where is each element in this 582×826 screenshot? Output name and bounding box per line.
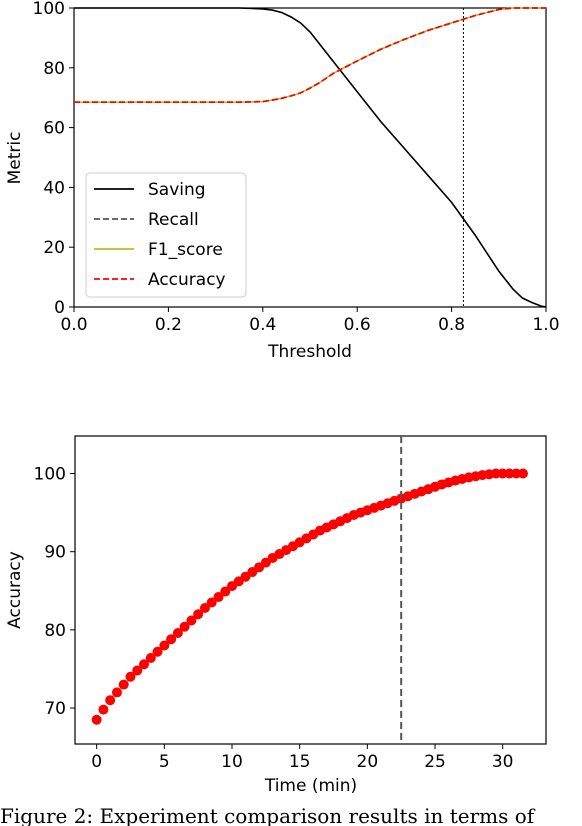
scatter-point <box>98 704 109 715</box>
chart1-y-tick-label: 0 <box>54 298 65 318</box>
scatter-point <box>166 634 177 645</box>
scatter-point <box>206 597 217 608</box>
scatter-point <box>159 640 170 651</box>
chart1-x-tick-label: 0.4 <box>249 315 276 335</box>
scatter-point <box>152 646 163 657</box>
threshold-metric-chart: 0.0 0.2 0.4 0.6 0.8 1.0 0 20 40 60 80 100 Threshol… <box>5 0 560 362</box>
chart2-y-ticks: 70 80 90 100 <box>34 465 75 719</box>
chart1-y-tick-label: 20 <box>43 238 65 258</box>
chart2-x-tick-label: 10 <box>221 752 243 772</box>
chart1-x-tick-label: 0.6 <box>344 315 371 335</box>
series-line-accuracy <box>74 7 546 103</box>
scatter-point <box>105 695 116 706</box>
legend-label-f1-score: F1_score <box>148 240 223 260</box>
chart1-y-axis-label: Metric <box>5 132 25 185</box>
scatter-point <box>111 687 122 698</box>
chart2-scatter-points <box>91 468 528 725</box>
scatter-point <box>139 659 150 670</box>
scatter-point <box>199 602 210 613</box>
chart2-x-axis-label: Time (min) <box>264 776 357 796</box>
chart1-y-tick-label: 100 <box>33 0 65 19</box>
chart1-x-axis-label: Threshold <box>267 342 352 362</box>
chart1-y-ticks: 0 20 40 60 80 100 <box>33 0 74 318</box>
chart2-y-tick-label: 70 <box>44 699 66 719</box>
chart2-y-axis-label: Accuracy <box>5 551 25 629</box>
scatter-point <box>125 671 136 682</box>
scatter-point <box>132 665 143 676</box>
figure-caption: Figure 2: Experiment comparison results … <box>0 806 535 826</box>
chart2-plot-frame <box>74 435 547 745</box>
scatter-point <box>145 653 156 664</box>
chart1-y-tick-label: 80 <box>43 59 65 79</box>
legend-label-accuracy: Accuracy <box>148 270 226 290</box>
legend-label-saving: Saving <box>148 180 206 200</box>
chart1-x-tick-label: 0.2 <box>155 315 182 335</box>
chart2-x-tick-label: 25 <box>424 752 446 772</box>
scatter-point <box>118 679 129 690</box>
chart1-x-tick-label: 1.0 <box>532 315 559 335</box>
chart1-plot-frame <box>73 7 547 308</box>
chart1-x-tick-label: 0.8 <box>438 315 465 335</box>
series-line-saving <box>74 7 547 308</box>
chart2-x-tick-label: 5 <box>159 752 170 772</box>
legend-label-recall: Recall <box>148 210 199 230</box>
chart2-y-tick-label: 80 <box>44 621 66 641</box>
chart2-x-tick-label: 15 <box>289 752 311 772</box>
chart1-y-tick-label: 40 <box>43 178 65 198</box>
scatter-point <box>220 586 231 597</box>
scatter-point <box>172 627 183 638</box>
chart2-x-ticks: 0 5 10 15 20 25 30 <box>91 744 514 772</box>
chart2-x-tick-label: 30 <box>492 752 514 772</box>
chart2-y-tick-label: 90 <box>44 543 66 563</box>
chart2-y-tick-label: 100 <box>34 465 66 485</box>
scatter-point <box>186 615 197 626</box>
chart1-legend: Saving Recall F1_score Accuracy <box>85 172 247 298</box>
scatter-point <box>517 468 528 479</box>
chart1-x-ticks: 0.0 0.2 0.4 0.6 0.8 1.0 <box>60 307 560 335</box>
scatter-point <box>179 621 190 632</box>
chart1-series-lines <box>74 7 547 308</box>
legend-items: Saving Recall F1_score Accuracy <box>94 180 226 290</box>
scatter-point <box>213 592 224 603</box>
chart1-y-tick-label: 60 <box>43 119 65 139</box>
chart1-x-tick-label: 0.0 <box>60 315 87 335</box>
time-accuracy-chart: 0 5 10 15 20 25 30 70 80 90 100 Time (min) Accura… <box>5 435 547 796</box>
legend-box <box>85 172 247 298</box>
chart2-x-tick-label: 0 <box>91 752 102 772</box>
chart2-x-tick-label: 20 <box>357 752 379 772</box>
scatter-point <box>193 609 204 620</box>
scatter-point <box>91 714 102 725</box>
